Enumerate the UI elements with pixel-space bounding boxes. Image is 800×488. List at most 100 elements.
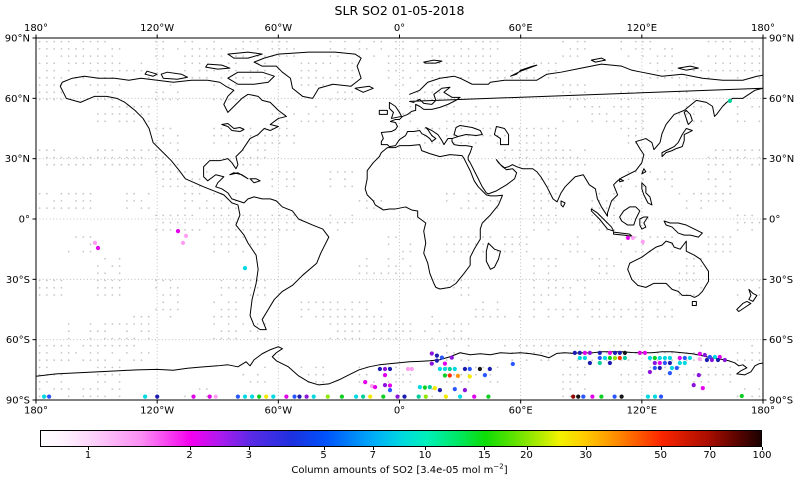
- so2-dot: [439, 355, 444, 360]
- so2-dot: [617, 350, 622, 355]
- so2-dot: [452, 366, 457, 372]
- so2-dot: [434, 353, 439, 358]
- so2-dot: [213, 394, 218, 399]
- lon-tick-label-bottom: 60°E: [509, 406, 533, 417]
- so2-dot: [657, 360, 662, 366]
- so2-dot: [458, 394, 463, 399]
- so2-dot: [368, 394, 373, 399]
- colorbar-ticks: [40, 447, 763, 451]
- so2-dot: [696, 373, 701, 378]
- colorbar-tick: [189, 447, 191, 450]
- so2-dot: [257, 394, 262, 399]
- colorbar-tick-label: 30: [579, 450, 593, 461]
- so2-dot: [486, 394, 491, 399]
- so2-dot: [652, 360, 657, 366]
- so2-dot: [416, 394, 421, 399]
- so2-dot: [715, 357, 721, 363]
- so2-dot: [662, 360, 668, 366]
- so2-dot: [691, 383, 696, 388]
- colorbar-tick: [88, 447, 90, 450]
- so2-dot: [622, 355, 628, 361]
- so2-dot: [242, 394, 248, 399]
- so2-dot: [612, 355, 618, 361]
- so2-dot: [640, 239, 645, 244]
- lat-tick-label-right: 90°N: [769, 34, 794, 45]
- so2-dot: [576, 394, 581, 399]
- colorbar-tick-label: 70: [703, 450, 717, 461]
- lon-tick-label-top: 60°E: [509, 23, 533, 34]
- colorbar-label: Column amounts of SO2 [3.4e-05 mol m−2]: [36, 463, 763, 477]
- so2-dot: [607, 355, 613, 361]
- so2-dot: [442, 373, 447, 378]
- so2-dot: [191, 394, 196, 399]
- colorbar-tick: [762, 447, 763, 450]
- lon-tick-label-bottom: 120°E: [627, 406, 657, 417]
- so2-dot: [571, 394, 576, 399]
- lon-tick-label-top: 0°: [394, 23, 405, 34]
- lon-tick-label-bottom: 180°: [24, 406, 48, 417]
- so2-dot: [652, 355, 657, 361]
- so2-dot: [382, 366, 388, 372]
- so2-dot: [250, 394, 255, 399]
- so2-dot: [709, 357, 715, 363]
- so2-dot: [582, 355, 588, 361]
- lat-tick-label-right: 60°N: [769, 94, 794, 105]
- so2-dot: [617, 355, 622, 361]
- coastline-path: [379, 102, 401, 118]
- so2-dot: [402, 394, 407, 399]
- so2-dot: [682, 355, 687, 361]
- coastline-path: [424, 58, 699, 76]
- lat-tick-label-left: 60°S: [6, 335, 30, 346]
- so2-dot: [652, 365, 657, 371]
- colorbar-tick: [323, 447, 325, 450]
- colorbar-tick-label: 20: [520, 450, 533, 461]
- lon-tick-label-top: 180°: [751, 23, 775, 34]
- so2-dot: [658, 394, 664, 399]
- so2-dot: [42, 394, 47, 399]
- so2-dot: [727, 98, 733, 103]
- lat-tick-label-right: 30°S: [769, 275, 793, 286]
- so2-dot: [597, 355, 602, 361]
- plot-title: SLR SO2 01-05-2018: [334, 3, 465, 18]
- world-map-plot: 180° 180° 120°W 120°W 60°W 60°W 0° 0° 60°E 60°E 12…: [5, 23, 794, 417]
- so2-dot: [630, 235, 636, 240]
- so2-dot: [304, 394, 309, 399]
- so2-dot: [482, 373, 487, 378]
- so2-dot: [442, 361, 447, 366]
- so2-dot: [612, 350, 618, 355]
- colorbar-tick-label: 10: [418, 450, 432, 461]
- so2-dot: [443, 394, 448, 399]
- so2-dot: [47, 394, 52, 399]
- so2-dot: [599, 394, 604, 399]
- so2-dot: [722, 357, 727, 363]
- so2-dot: [180, 240, 186, 245]
- lat-tick-label-left: 90°S: [6, 396, 30, 407]
- coastline-path: [486, 243, 500, 269]
- axis-tick-labels: 180° 180° 120°W 120°W 60°W 60°W 0° 0° 60°E 60°E 12…: [5, 23, 794, 417]
- so2-dot: [447, 366, 452, 372]
- so2-dot: [587, 350, 593, 355]
- colorbar-tick-label: 5: [320, 450, 327, 461]
- so2-dot: [577, 355, 582, 361]
- so2-dot: [235, 394, 240, 399]
- so2-dot: [354, 394, 359, 399]
- so2-dot: [155, 394, 160, 399]
- so2-dot: [395, 394, 400, 399]
- so2-dot: [387, 388, 393, 393]
- lat-tick-label-right: 60°S: [769, 335, 793, 346]
- so2-dot: [264, 394, 269, 399]
- so2-dot: [582, 350, 588, 355]
- so2-dot: [510, 361, 515, 367]
- coastline-path: [365, 145, 502, 289]
- so2-dot: [467, 374, 472, 379]
- lat-tick-label-right: 90°S: [769, 396, 793, 407]
- so2-dot: [242, 266, 248, 271]
- so2-dot: [625, 235, 631, 240]
- coastlines: [36, 52, 763, 385]
- coastline-path: [145, 52, 274, 84]
- so2-dot: [662, 355, 668, 361]
- so2-dot: [292, 394, 297, 399]
- so2-dot: [373, 385, 378, 390]
- coastline-path: [36, 347, 763, 385]
